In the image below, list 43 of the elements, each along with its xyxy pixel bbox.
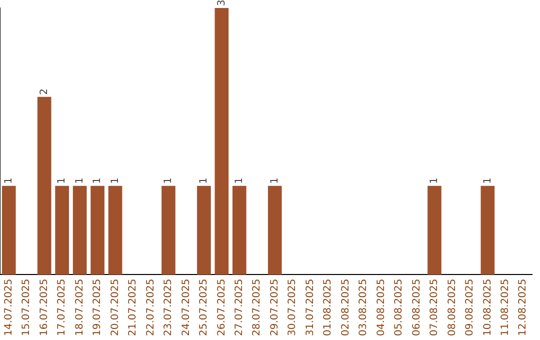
data-label: 1 [74,177,86,184]
x-tick-label: 02.08.2025 [340,278,352,336]
data-label: 1 [482,177,494,184]
x-tick-label: 12.08.2025 [518,278,529,336]
x-tick-label: 25.07.2025 [198,278,210,336]
x-tick-label: 20.07.2025 [110,278,121,336]
data-label: 1 [234,177,245,184]
data-label: 1 [56,177,68,184]
x-tick-label: 06.08.2025 [411,278,422,336]
x-tick-label: 24.07.2025 [180,278,192,336]
data-label: 1 [429,177,440,184]
data-label: 1 [163,177,174,184]
x-tick-label: 21.07.2025 [128,278,139,336]
x-tick-label: 09.08.2025 [464,278,476,336]
x-tick-label: 30.07.2025 [287,278,298,336]
x-tick-label: 17.07.2025 [56,278,68,336]
x-tick-label: 26.07.2025 [216,278,228,336]
x-tick-label: 28.07.2025 [252,278,263,336]
data-label: 1 [110,177,121,184]
x-tick-label: 22.07.2025 [145,278,156,336]
x-tick-label: 04.08.2025 [376,278,387,336]
data-label: 1 [198,177,210,184]
x-tick-label: 05.08.2025 [394,278,405,336]
data-label: 3 [216,0,228,6]
x-tick-label: 01.08.2025 [322,278,334,336]
x-tick-label: 14.07.2025 [3,278,14,336]
data-label: 1 [92,177,104,184]
data-label: 2 [38,88,50,95]
x-tick-label: 08.08.2025 [446,278,458,336]
x-tick-label: 19.07.2025 [92,278,104,336]
x-tick-label: 03.08.2025 [358,278,370,336]
data-label: 1 [3,177,14,184]
x-tick-label: 18.07.2025 [74,278,86,336]
x-tick-label: 27.07.2025 [234,278,245,336]
x-tick-label: 31.07.2025 [304,278,316,336]
x-tick-label: 29.07.2025 [269,278,280,336]
x-tick-label: 23.07.2025 [163,278,174,336]
data-label: 1 [269,177,280,184]
x-tick-label: 15.07.2025 [21,278,32,336]
x-tick-label: 11.08.2025 [500,278,511,336]
x-tick-label: 16.07.2025 [38,278,50,336]
x-tick-label: 07.08.2025 [429,278,440,336]
x-tick-label: 10.08.2025 [482,278,494,336]
